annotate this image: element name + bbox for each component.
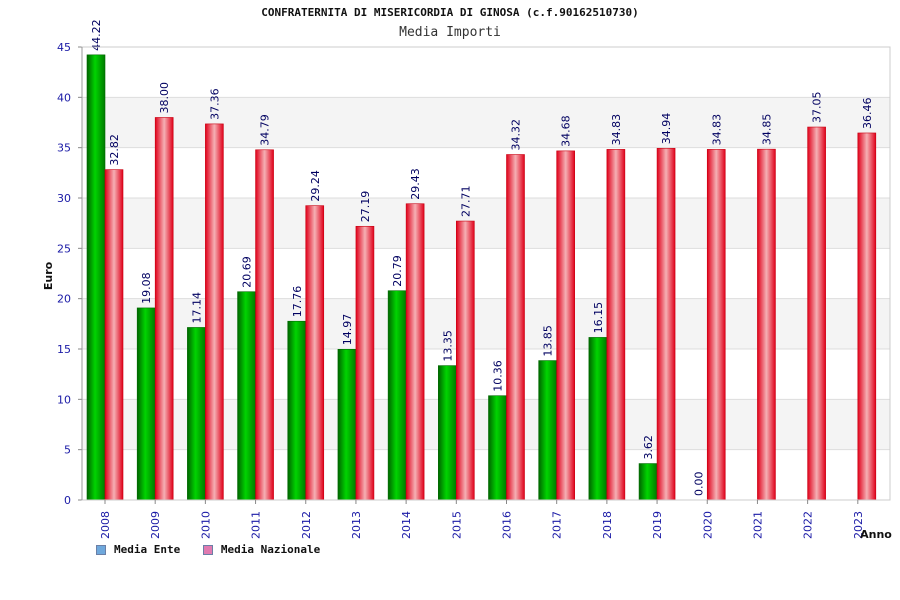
data-label: 17.76 bbox=[291, 286, 304, 318]
bar-media-ente bbox=[638, 463, 658, 501]
x-tick-label: 2022 bbox=[802, 511, 815, 539]
bar-media-ente bbox=[287, 320, 307, 501]
data-label: 34.79 bbox=[259, 114, 272, 146]
data-label: 13.85 bbox=[542, 325, 555, 357]
x-axis-label: Anno bbox=[860, 528, 892, 541]
y-tick-label: 30 bbox=[57, 192, 71, 205]
bar-media-ente bbox=[237, 291, 256, 501]
bar-media-nazionale bbox=[355, 225, 375, 501]
legend-swatch-media-nazionale bbox=[202, 544, 213, 555]
legend-item-media-ente: Media Ente bbox=[96, 543, 180, 556]
bar-media-ente bbox=[438, 365, 457, 501]
data-label: 34.32 bbox=[510, 119, 523, 151]
bar-media-nazionale bbox=[706, 149, 726, 501]
bar-media-nazionale bbox=[807, 126, 826, 501]
legend-label-media-nazionale: Media Nazionale bbox=[220, 543, 321, 556]
bar-media-nazionale bbox=[606, 149, 626, 501]
bar-media-nazionale bbox=[255, 149, 274, 501]
y-tick-label: 25 bbox=[57, 242, 71, 255]
x-tick-label: 2013 bbox=[350, 511, 363, 539]
data-label: 20.69 bbox=[241, 256, 254, 288]
x-tick-label: 2014 bbox=[400, 511, 413, 539]
data-label: 32.82 bbox=[108, 134, 121, 166]
chart-subtitle: Media Importi bbox=[399, 25, 501, 40]
legend-item-media-nazionale: Media Nazionale bbox=[202, 543, 321, 556]
data-label: 37.05 bbox=[811, 92, 824, 124]
bar-media-nazionale bbox=[104, 169, 124, 501]
data-label: 36.46 bbox=[861, 97, 874, 129]
data-label: 34.94 bbox=[660, 113, 673, 145]
data-label: 27.71 bbox=[459, 186, 472, 218]
y-tick-label: 15 bbox=[57, 343, 71, 356]
y-tick-label: 0 bbox=[64, 494, 71, 507]
x-tick-label: 2020 bbox=[701, 511, 714, 539]
bar-media-ente bbox=[387, 290, 407, 501]
data-label: 16.15 bbox=[592, 302, 605, 334]
data-label: 44.22 bbox=[90, 19, 103, 51]
bar-media-nazionale bbox=[757, 148, 776, 501]
x-tick-label: 2012 bbox=[300, 511, 313, 539]
bar-media-ente bbox=[538, 360, 557, 501]
data-label: 10.36 bbox=[492, 360, 505, 392]
x-tick-label: 2021 bbox=[751, 511, 764, 539]
x-tick-label: 2011 bbox=[250, 511, 263, 539]
x-tick-label: 2009 bbox=[149, 511, 162, 539]
bar-media-ente bbox=[337, 349, 357, 501]
data-label: 17.14 bbox=[190, 292, 203, 324]
legend: Media Ente Media Nazionale bbox=[96, 543, 336, 558]
y-tick-label: 45 bbox=[57, 41, 71, 54]
data-label: 29.24 bbox=[309, 170, 322, 202]
x-tick-label: 2017 bbox=[551, 511, 564, 539]
x-tick-label: 2008 bbox=[99, 511, 112, 539]
bar-media-nazionale bbox=[305, 205, 325, 501]
y-axis-label: Euro bbox=[42, 261, 55, 290]
bar-media-nazionale bbox=[656, 147, 676, 501]
bar-media-nazionale bbox=[556, 150, 575, 501]
data-label: 13.35 bbox=[441, 330, 454, 362]
x-tick-label: 2023 bbox=[852, 511, 865, 539]
x-tick-label: 2018 bbox=[601, 511, 614, 539]
data-label: 19.08 bbox=[140, 272, 153, 304]
data-label: 38.00 bbox=[158, 82, 171, 114]
data-label: 0.00 bbox=[692, 472, 705, 497]
data-label: 3.62 bbox=[642, 435, 655, 460]
y-tick-label: 20 bbox=[57, 293, 71, 306]
data-label: 34.83 bbox=[710, 114, 723, 146]
data-label: 37.36 bbox=[208, 88, 221, 120]
data-label: 34.83 bbox=[610, 114, 623, 146]
bar-media-ente bbox=[187, 327, 206, 501]
bar-media-nazionale bbox=[456, 220, 475, 501]
bar-media-nazionale bbox=[506, 154, 525, 501]
data-label: 34.85 bbox=[760, 114, 773, 146]
legend-swatch-media-ente bbox=[96, 544, 106, 555]
x-tick-label: 2016 bbox=[501, 511, 514, 539]
bar-media-ente bbox=[86, 54, 106, 501]
y-tick-label: 10 bbox=[57, 393, 71, 406]
data-label: 14.97 bbox=[341, 314, 354, 346]
data-label: 29.43 bbox=[409, 168, 422, 200]
bar-media-ente bbox=[588, 337, 608, 501]
data-label: 20.79 bbox=[391, 255, 404, 287]
bar-media-ente bbox=[488, 395, 507, 501]
x-tick-label: 2015 bbox=[450, 511, 463, 539]
chart-title: CONFRATERNITA DI MISERICORDIA DI GINOSA … bbox=[261, 6, 639, 19]
bar-media-nazionale bbox=[154, 117, 174, 501]
data-label: 27.19 bbox=[359, 191, 372, 223]
x-tick-label: 2019 bbox=[651, 511, 664, 539]
bar-media-nazionale bbox=[857, 132, 877, 501]
y-tick-label: 35 bbox=[57, 142, 71, 155]
data-label: 34.68 bbox=[560, 115, 573, 147]
bar-media-nazionale bbox=[205, 123, 224, 501]
grid-band bbox=[82, 47, 890, 98]
x-tick-label: 2010 bbox=[199, 511, 212, 539]
bar-media-ente bbox=[136, 307, 156, 501]
y-tick-label: 40 bbox=[57, 91, 71, 104]
bar-media-nazionale bbox=[405, 203, 425, 501]
legend-label-media-ente: Media Ente bbox=[114, 543, 181, 556]
y-tick-label: 5 bbox=[64, 444, 71, 457]
